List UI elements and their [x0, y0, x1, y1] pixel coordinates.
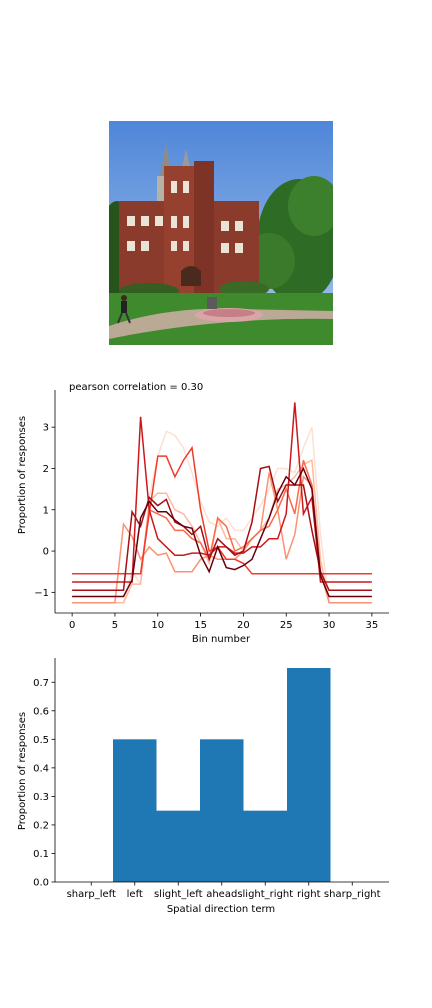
pedestrian: [117, 295, 131, 324]
chart2-x-tick-label: ahead: [206, 889, 237, 900]
chart2-x-tick-label: left: [127, 889, 143, 900]
series-line-8: [72, 466, 372, 598]
chart2-x-tick-label: right: [297, 889, 321, 900]
chart2-x-tick-label: sharp_left: [67, 889, 116, 900]
chart2-y-tick-label: 0.2: [33, 820, 49, 831]
path: [109, 308, 333, 339]
chart2-y-tick-label: 0.1: [33, 849, 49, 860]
chart1-x-tick-label: 5: [112, 620, 118, 631]
campus-building-photo: [109, 121, 333, 345]
chart2-y-tick-label: 0.0: [33, 878, 49, 889]
chart1-x-tick-label: 35: [366, 620, 379, 631]
chart1-ylabel: Proportion of responses: [17, 416, 28, 534]
direction-bar-chart: sharp_left left slight_left ahead slight_rig…: [17, 658, 389, 915]
bar-left: [113, 739, 157, 882]
chart1-y-tick-label: −1: [34, 588, 49, 599]
chart1-xlabel: Bin number: [192, 634, 251, 645]
chart2-y-tick-label: 0.3: [33, 792, 49, 803]
chart1-x-tick-label: 20: [237, 620, 250, 631]
bar-ahead: [200, 739, 244, 882]
chart1-x-tick-label: 15: [194, 620, 207, 631]
chart2-y-tick-label: 0.6: [33, 706, 49, 717]
series-line-7: [72, 465, 372, 592]
chart2-y-tick-label: 0.7: [33, 678, 49, 689]
chart2-x-tick-label: slight_left: [154, 889, 203, 900]
chart1-y-tick-label: 0: [43, 547, 49, 558]
chart1-plot-area: [72, 402, 372, 604]
chart2-x-tick-label: sharp_right: [324, 889, 381, 900]
bar-right: [287, 667, 331, 882]
chart2-axes: sharp_left left slight_left ahead slight_rig…: [33, 658, 389, 900]
bar-slight_left: [156, 810, 200, 882]
chart1-title: pearson correlation = 0.30: [69, 382, 203, 393]
series-line-5: [72, 445, 372, 575]
chart2-y-tick-label: 0.4: [33, 763, 49, 774]
chart2-x-tick-label: slight_right: [237, 889, 293, 900]
bar-slight_right: [243, 810, 287, 882]
chart1-x-tick-label: 10: [151, 620, 164, 631]
series-line-6: [72, 402, 372, 583]
chart1-x-tick-label: 25: [280, 620, 293, 631]
chart1-y-tick-label: 2: [43, 464, 49, 475]
chart2-xlabel: Spatial direction term: [167, 904, 275, 915]
chart2-y-tick-label: 0.5: [33, 735, 49, 746]
series-line-2: [72, 459, 372, 604]
chart1-y-tick-label: 1: [43, 505, 49, 516]
doorway: [181, 266, 201, 286]
chart1-x-tick-label: 30: [323, 620, 336, 631]
chart2-bars: [113, 667, 331, 882]
series-line-3: [72, 472, 372, 604]
chart1-x-tick-label: 0: [69, 620, 75, 631]
bin-line-chart: pearson correlation = 0.30 0 5 10 15 20 25 30 3…: [17, 382, 389, 645]
chart1-axes: 0 5 10 15 20 25 30 35 −1 0 1 2 3: [34, 390, 389, 631]
chart1-y-tick-label: 3: [43, 423, 49, 434]
chart2-ylabel: Proportion of responses: [17, 712, 28, 830]
